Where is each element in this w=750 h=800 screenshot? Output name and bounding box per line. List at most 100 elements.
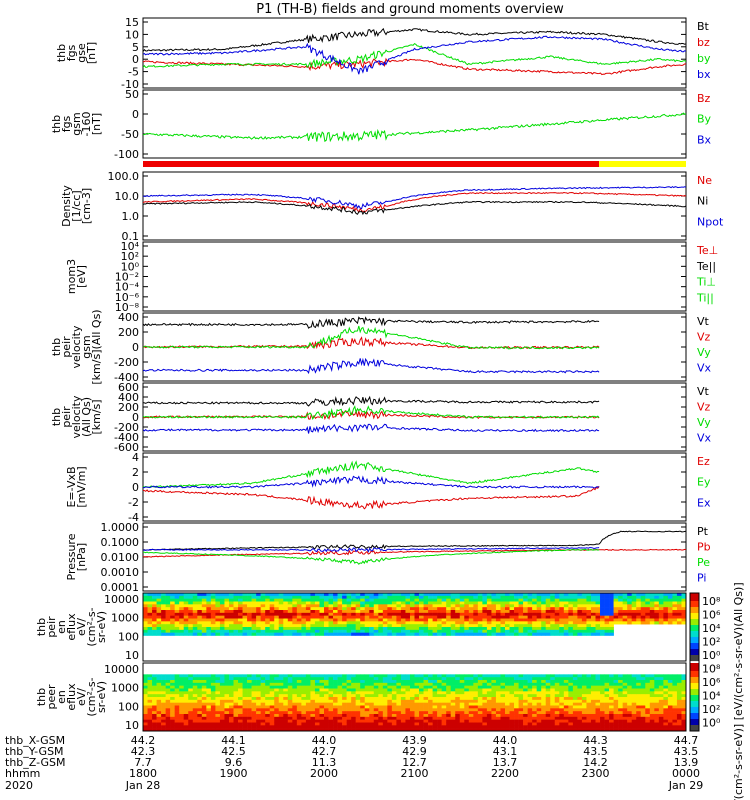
spectrogram-cell: [201, 601, 207, 605]
spectrogram-cell: [586, 629, 592, 633]
spectrogram-cell: [649, 621, 655, 625]
spectrogram-cell: [622, 598, 628, 602]
spectrogram-cell: [292, 725, 298, 729]
spectrogram-cell: [572, 691, 578, 695]
spectrogram-cell: [364, 691, 370, 695]
spectrogram-cell: [152, 719, 157, 723]
spectrogram-cell: [414, 728, 420, 732]
spectrogram-cell: [527, 593, 533, 597]
spectrogram-cell: [586, 714, 592, 718]
y-axis-label-line: Density: [60, 185, 73, 227]
spectrogram-cell: [468, 615, 474, 619]
spectrogram-cell: [274, 632, 280, 636]
spectrogram-cell: [450, 728, 456, 732]
spectrogram-cell: [600, 677, 605, 681]
spectrogram-cell: [314, 595, 320, 599]
spectrogram-cell: [396, 705, 402, 709]
spectrogram-cell: [613, 708, 619, 712]
spectrogram-cell: [152, 725, 157, 729]
spectrogram-cell: [473, 598, 479, 602]
spectrogram-cell: [278, 691, 284, 695]
x-tick-label: 43.5: [583, 745, 608, 758]
colorbar-label: [eV/(cm²-s-sr-eV)] [eV/(cm²-s-sr-eV)(All…: [732, 582, 745, 800]
y-axis-label-line: mom3: [65, 259, 78, 294]
spectrogram-cell: [192, 685, 198, 689]
spectrogram-cell: [518, 714, 524, 718]
spectrogram-cell: [495, 629, 501, 633]
spectrogram-cell: [192, 688, 198, 692]
spectrogram-cell: [247, 607, 252, 611]
spectrogram-cell: [554, 674, 560, 678]
spectrogram-cell: [482, 612, 488, 616]
spectrogram-cell: [514, 714, 519, 718]
spectrogram-cell: [364, 699, 370, 703]
spectrogram-cell: [477, 688, 483, 692]
spectrogram-cell: [219, 677, 225, 681]
y-tick-label: -200: [114, 421, 139, 434]
spectrogram-cell: [405, 593, 411, 597]
y-tick-label: 50: [125, 88, 139, 101]
spectrogram-cell: [523, 629, 528, 633]
spectrogram-cell: [292, 629, 298, 633]
colorbar-cell: [690, 655, 699, 658]
spectrogram-cell: [640, 716, 646, 720]
spectrogram-cell: [382, 629, 388, 633]
spectrogram-cell: [477, 682, 483, 686]
spectrogram-cell: [437, 705, 442, 709]
spectrogram-cell: [256, 610, 261, 614]
spectrogram-cell: [364, 714, 370, 718]
spectrogram-cell: [278, 598, 284, 602]
spectrogram-cell: [450, 618, 456, 622]
colorbar-cell: [690, 641, 699, 644]
spectrogram-cell: [672, 699, 678, 703]
spectrogram-cell: [581, 711, 587, 715]
spectrogram-cell: [509, 677, 515, 681]
spectrogram-cell: [296, 728, 302, 732]
spectrogram-cell: [428, 708, 433, 712]
spectrogram-cell: [147, 593, 153, 597]
y-axis-label-line: peir: [60, 406, 73, 428]
spectrogram-cell: [473, 632, 479, 636]
spectrogram-cell: [545, 711, 551, 715]
spectrogram-cell: [681, 674, 687, 678]
spectrogram-cell: [165, 601, 171, 605]
spectrogram-cell: [514, 691, 519, 695]
spectrogram-cell: [419, 593, 424, 597]
spectrogram-cell: [210, 714, 216, 718]
spectrogram-cell: [170, 699, 175, 703]
spectrogram-cell: [274, 674, 280, 678]
spectrogram-cell: [645, 674, 651, 678]
spectrogram-cell: [577, 674, 583, 678]
spectrogram-cell: [215, 618, 221, 622]
spectrogram-cell: [324, 725, 329, 729]
spectrogram-cell: [645, 610, 651, 614]
spectrogram-cell: [419, 719, 424, 723]
spectrogram-cell: [174, 607, 180, 611]
spectrogram-cell: [183, 702, 189, 706]
y-axis-label-line: thb: [35, 688, 48, 706]
spectrogram-cell: [201, 615, 207, 619]
spectrogram-cell: [351, 711, 356, 715]
spectrogram-cell: [400, 627, 406, 631]
spectrogram-cell: [156, 632, 162, 636]
spectrogram-cell: [649, 682, 655, 686]
spectrogram-cell: [206, 708, 212, 712]
spectrogram-cell: [676, 716, 682, 720]
spectrogram-cell: [328, 680, 334, 684]
spectrogram-cell: [373, 595, 379, 599]
spectrogram-cell: [405, 711, 411, 715]
spectrogram-cell: [437, 719, 442, 723]
spectrogram-cell: [419, 688, 424, 692]
spectrogram-cell: [219, 708, 225, 712]
spectrogram-cell: [581, 705, 587, 709]
spectrogram-cell: [441, 705, 447, 709]
spectrogram-cell: [645, 688, 651, 692]
spectrogram-cell: [210, 674, 216, 678]
spectrogram-cell: [391, 615, 397, 619]
spectrogram-cell: [301, 593, 307, 597]
spectrogram-cell: [464, 716, 470, 720]
spectrogram-cell: [278, 680, 284, 684]
spectrogram-cell: [640, 604, 646, 608]
spectrogram-cell: [473, 680, 479, 684]
spectrogram-cell: [296, 716, 302, 720]
